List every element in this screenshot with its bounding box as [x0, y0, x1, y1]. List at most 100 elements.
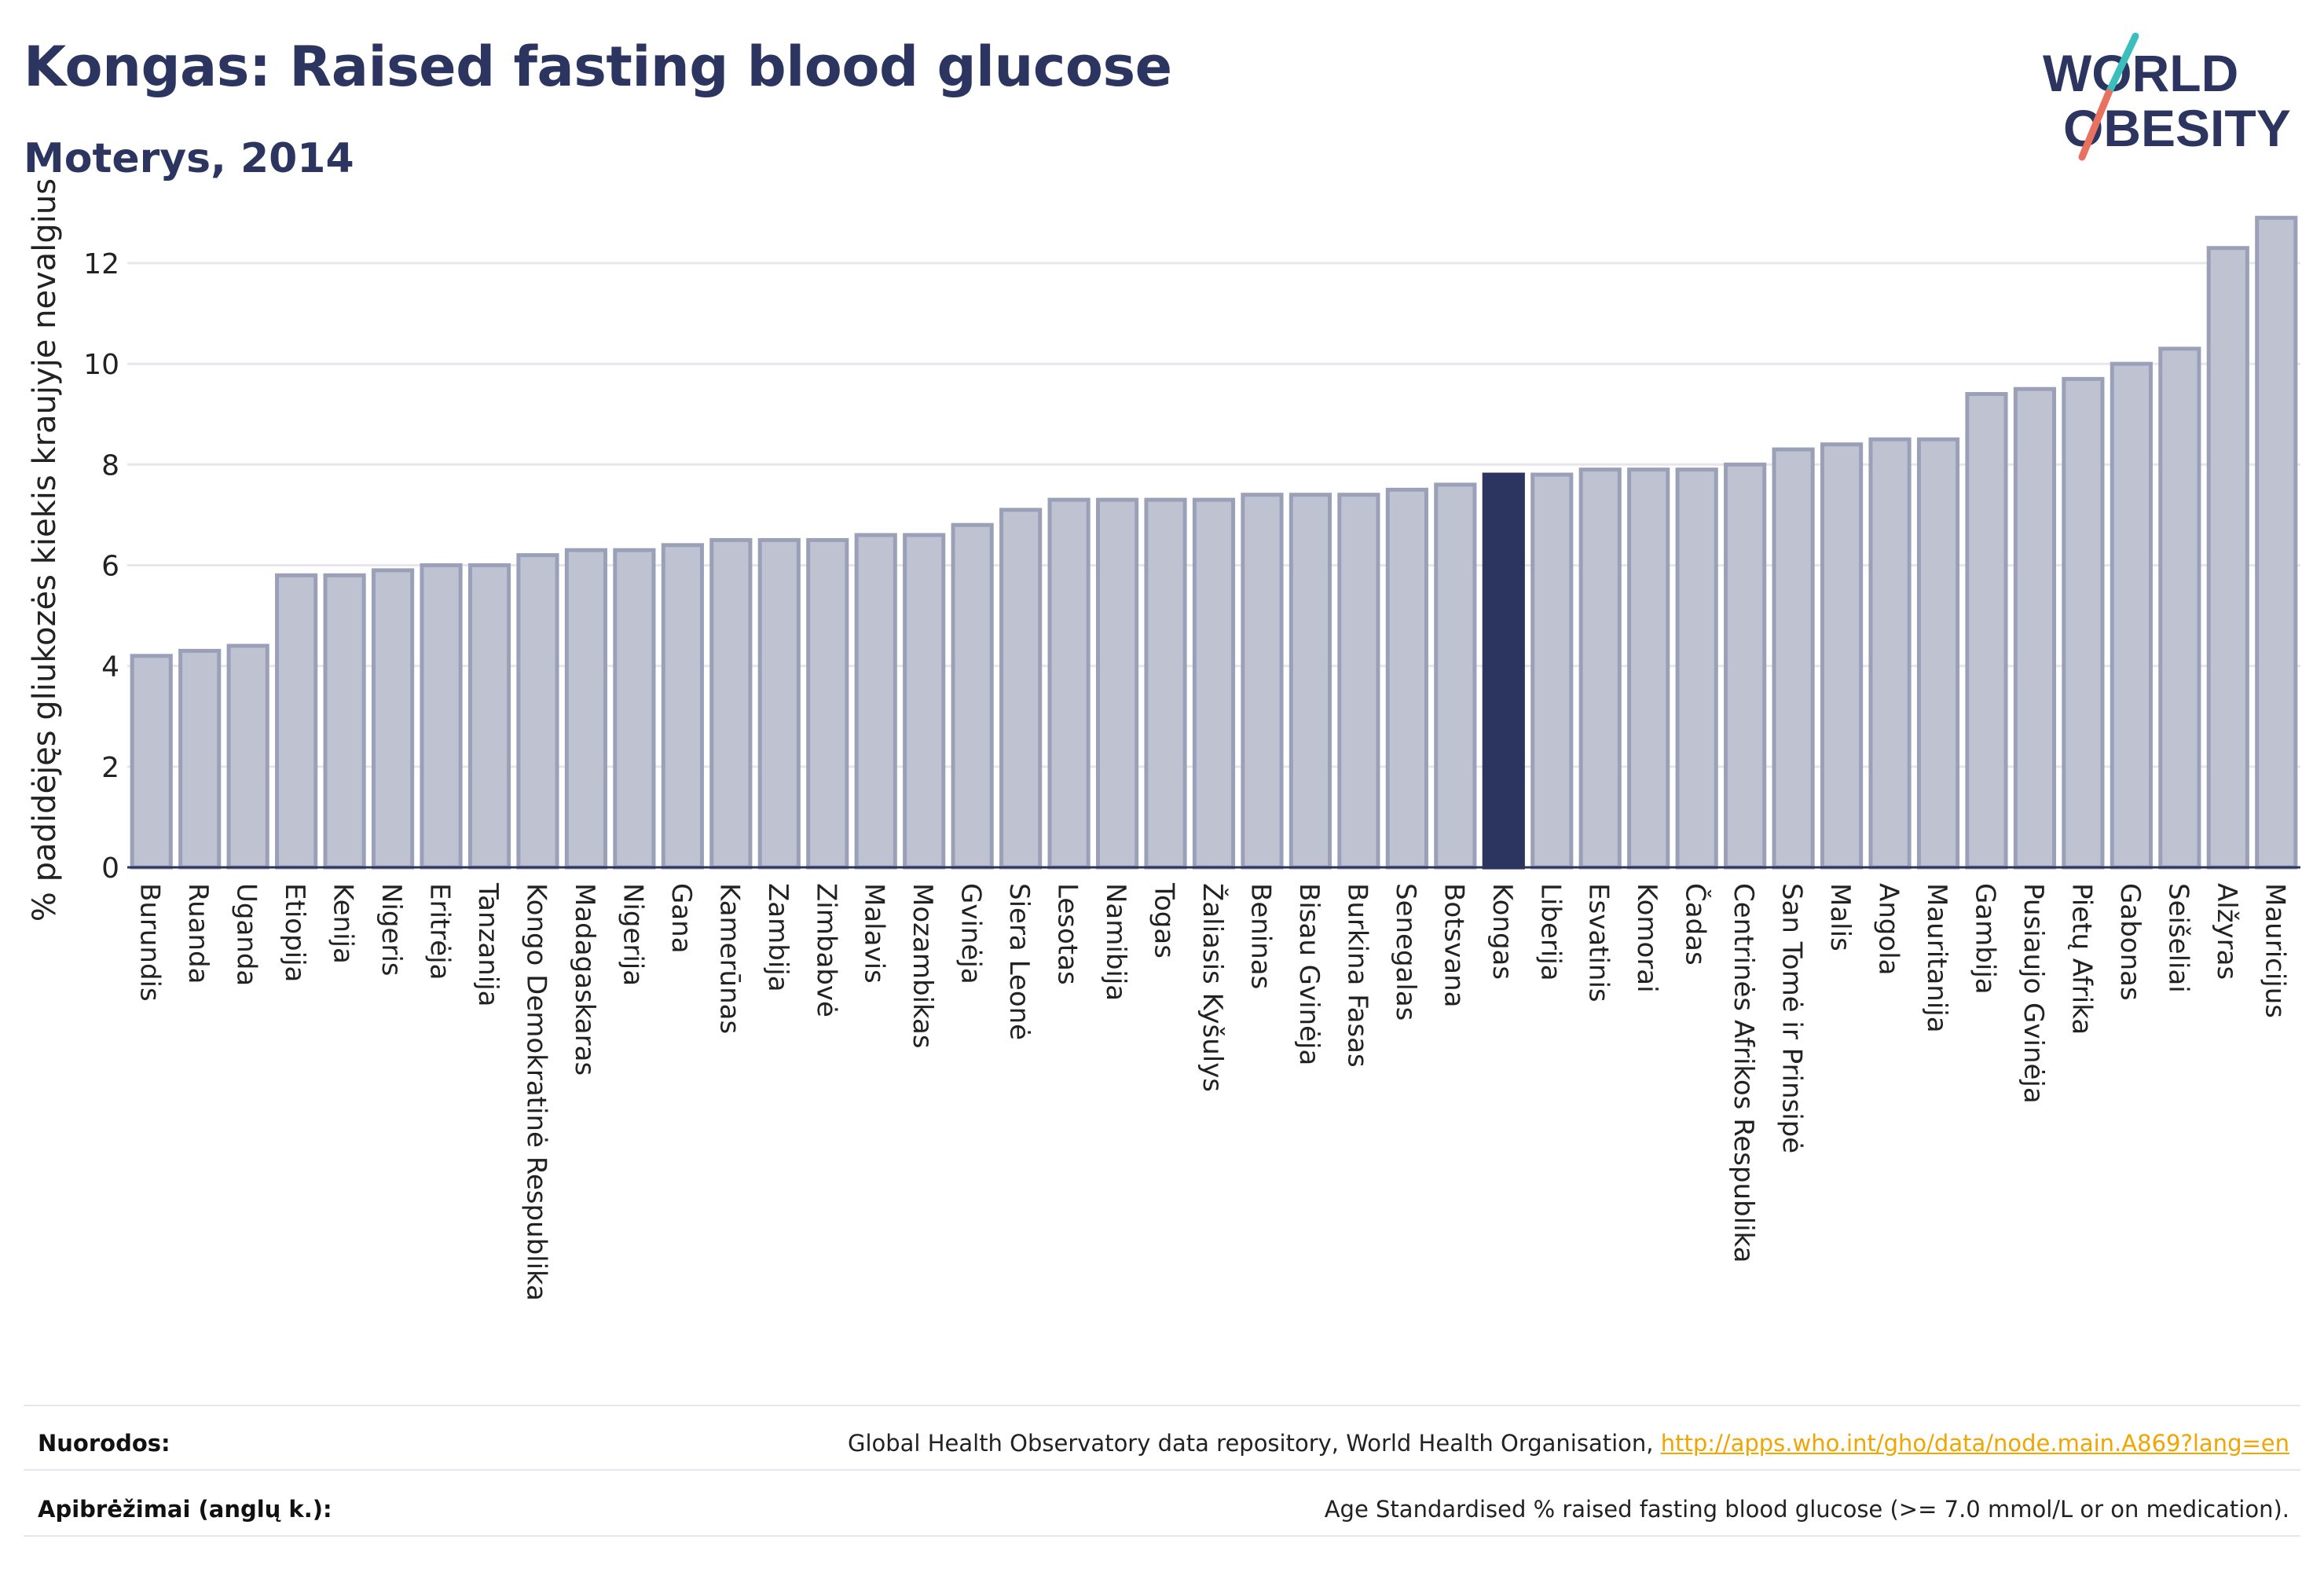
bar-nigerija — [613, 548, 656, 870]
x-tick-label: Kamerūnas — [713, 883, 745, 1034]
bar-pusiaujo-gvinėja — [2013, 387, 2057, 870]
x-tick-label: Mozambikas — [907, 883, 938, 1049]
bar-beninas — [1241, 493, 1284, 870]
x-tick-label: Lesotas — [1052, 883, 1083, 985]
bar-čadas — [1675, 467, 1718, 870]
footer-divider-bottom — [24, 1535, 2300, 1537]
bar-nigeris — [371, 568, 415, 870]
bar-kenija — [323, 573, 366, 870]
x-tick-label: Botsvana — [1438, 883, 1469, 1008]
bar-madagaskaras — [564, 548, 608, 870]
logo-line-1: WORLD — [2043, 44, 2238, 102]
bar-senegalas — [1385, 487, 1428, 870]
definitions-label: Apibrėžimai (anglų k.): — [38, 1496, 332, 1523]
y-tick-label: 2 — [101, 752, 119, 784]
bar-alžyras — [2206, 246, 2249, 870]
x-tick-label: Siera Leonė — [1003, 883, 1035, 1040]
x-tick-label: Komorai — [1631, 883, 1662, 993]
logo-slash-teal — [2105, 32, 2139, 97]
y-tick-labels: 0 2 4 6 8 10 12 — [83, 248, 119, 885]
x-tick-labels: Burundis Ruanda Uganda Etiopija Kenija Nigeri… — [134, 882, 2291, 1301]
bar-liberija — [1530, 472, 1574, 870]
bar-uganda — [226, 643, 269, 870]
bar-gambija — [1965, 392, 2008, 870]
y-tick-label: 12 — [83, 248, 119, 280]
y-tick-label: 8 — [101, 449, 119, 482]
bar-mauricijus — [2255, 215, 2298, 870]
bar-zambija — [757, 537, 801, 870]
x-tick-label: Gvinėja — [955, 883, 987, 984]
x-tick-label: Pusiaujo Gvinėja — [2018, 883, 2049, 1104]
bar-kamerūnas — [709, 537, 753, 870]
sources-label: Nuorodos: — [38, 1430, 170, 1457]
x-tick-label: Etiopija — [279, 883, 310, 982]
bar-eritrėja — [420, 563, 463, 870]
y-tick-label: 4 — [101, 651, 119, 684]
x-tick-label: Nigeris — [376, 883, 407, 977]
bar-burundis — [130, 654, 173, 870]
y-axis-label: % padidėjęs gliukozės kiekis kraujyje ne… — [27, 178, 63, 922]
x-tick-label: Ruanda — [182, 883, 214, 984]
page-title: Kongas: Raised fasting blood glucose — [24, 35, 1172, 99]
bar-gana — [661, 543, 704, 870]
bar-ruanda — [178, 648, 222, 870]
bar-bisau-gvinėja — [1288, 493, 1332, 870]
x-tick-label: Kongo Demokratinė Respublika — [520, 883, 552, 1301]
x-tick-label: Seišeliai — [2162, 883, 2194, 993]
x-tick-label: Malavis — [859, 883, 890, 984]
bar-mauritanija — [1916, 437, 1960, 870]
bar-esvatinis — [1578, 467, 1622, 870]
x-tick-label: Alžyras — [2211, 883, 2242, 980]
bar-malavis — [854, 533, 897, 870]
y-tick-label: 10 — [83, 349, 119, 381]
x-tick-label: Gambija — [1969, 883, 2000, 995]
x-tick-label: Centrinės Afrikos Respublika — [1728, 883, 1759, 1263]
bar-gvinėja — [951, 522, 994, 870]
logo-slash-coral — [2078, 89, 2113, 161]
x-tick-label: Gana — [665, 883, 697, 954]
bar-togas — [1144, 497, 1187, 870]
bar-etiopija — [275, 573, 318, 870]
y-tick-label: 6 — [101, 550, 119, 582]
bar-komorai — [1627, 467, 1670, 870]
bar-seišeliai — [2158, 346, 2201, 870]
x-tick-label: Mauricijus — [2259, 883, 2290, 1018]
definitions-value: Age Standardised % raised fasting blood … — [1324, 1496, 2289, 1523]
bar-malis — [1820, 442, 1864, 870]
y-tick-label: 0 — [101, 852, 119, 885]
bar-chart: 0 2 4 6 8 10 12 Burundis Ruanda Uganda Etiopija Ke… — [27, 178, 2300, 1301]
x-tick-label: Zimbabvė — [810, 883, 841, 1017]
x-tick-label: Malis — [1824, 883, 1856, 951]
x-tick-label: Tanzanija — [472, 882, 504, 1006]
bar-siera-leonė — [999, 508, 1043, 870]
x-tick-label: Esvatinis — [1583, 883, 1615, 1002]
x-tick-label: Burundis — [134, 883, 166, 1002]
x-tick-label: Mauritanija — [1921, 883, 1952, 1033]
bar-botsvana — [1434, 482, 1477, 870]
bar-centrinės-afrikos-respublika — [1724, 462, 1767, 870]
x-tick-label: Čadas — [1680, 883, 1712, 966]
x-tick-label: Zambija — [762, 883, 794, 992]
x-tick-label: Žaliasis Kyšulys — [1197, 883, 1229, 1092]
sources-link[interactable]: http://apps.who.int/gho/data/node.main.A… — [1660, 1430, 2289, 1457]
x-tick-label: Liberija — [1534, 883, 1566, 981]
bar-namibija — [1095, 497, 1139, 870]
bar-san-tomė-ir-prinsipė — [1772, 447, 1815, 870]
x-tick-label: Senegalas — [1390, 883, 1421, 1021]
x-tick-label: Togas — [1149, 882, 1180, 958]
bar-žaliasis-kyšulys — [1192, 497, 1236, 870]
bar-kongo-demokratinė-respublika — [516, 553, 559, 870]
x-tick-label: Gabonas — [2114, 883, 2146, 1001]
x-tick-label: Angola — [1873, 883, 1904, 975]
bar-lesotas — [1047, 497, 1091, 870]
x-tick-label: Pietų Afrika — [2066, 883, 2097, 1035]
x-tick-label: Nigerija — [617, 883, 648, 986]
x-tick-label: Uganda — [231, 883, 262, 986]
bar-gabonas — [2110, 361, 2153, 870]
bar-kongas — [1482, 472, 1525, 870]
x-tick-label: Burkina Fasas — [1341, 883, 1373, 1068]
x-tick-label: Bisau Gvinėja — [1293, 883, 1325, 1065]
bars — [130, 215, 2298, 870]
x-tick-label: Kongas — [1486, 883, 1518, 980]
footer-divider-top — [24, 1405, 2300, 1406]
